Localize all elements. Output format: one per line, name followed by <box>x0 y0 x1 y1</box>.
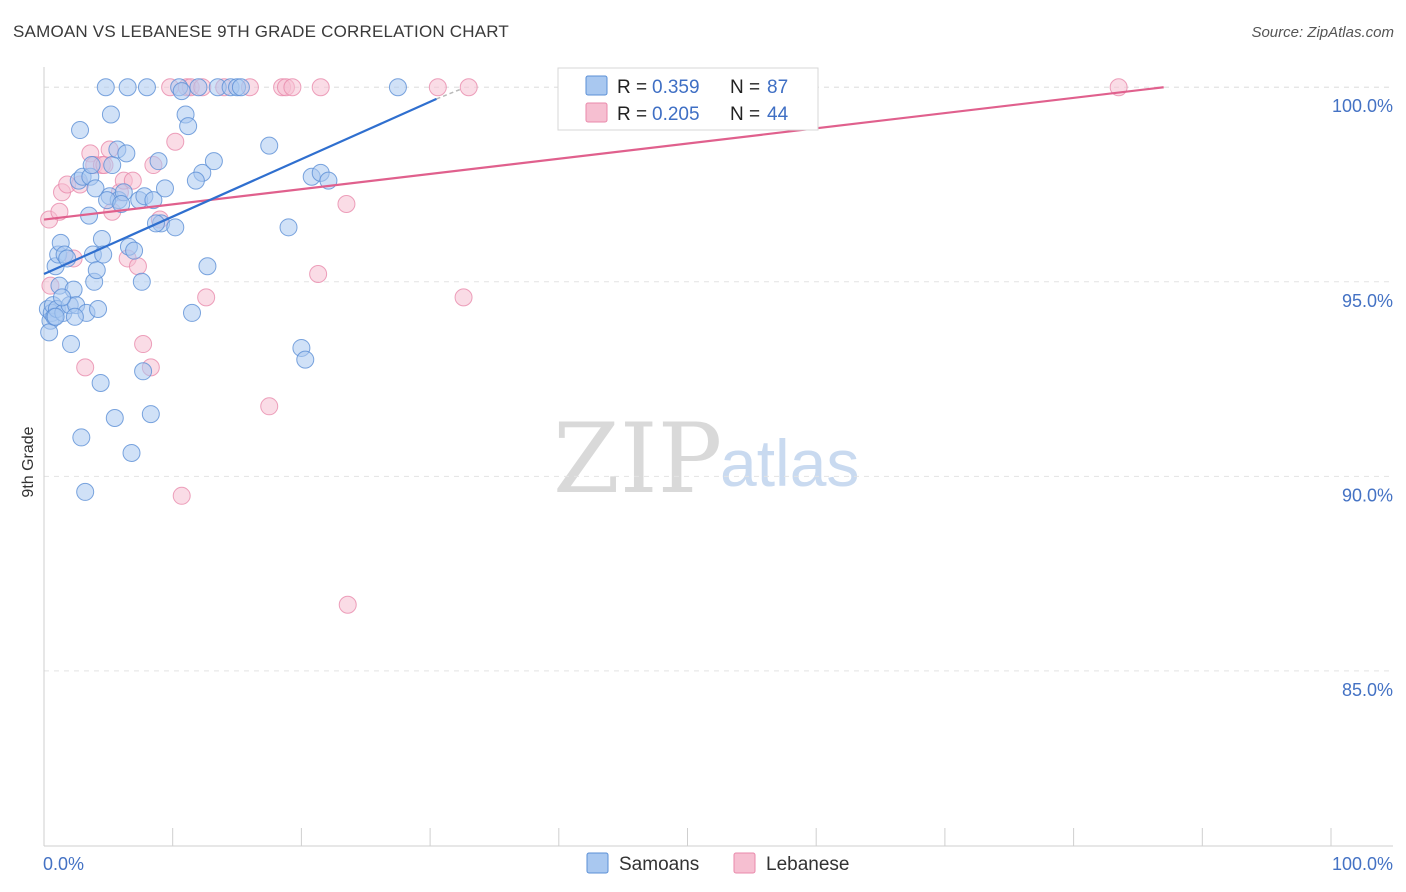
samoans-n-label: N = <box>730 77 760 98</box>
samoans-point <box>101 105 120 124</box>
samoans-point <box>76 482 95 501</box>
lebanese-n-value: 44 <box>767 104 789 125</box>
source-label: Source: ZipAtlas.com <box>1251 24 1394 41</box>
samoans-point <box>46 307 65 326</box>
y-tick-label: 95.0% <box>1342 291 1393 311</box>
samoans-point <box>96 78 115 97</box>
samoans-point <box>144 191 163 210</box>
samoans-point <box>189 78 208 97</box>
lebanese-point <box>166 132 185 151</box>
lebanese-legend-swatch <box>585 102 608 123</box>
y-tick-label: 100.0% <box>1332 96 1393 116</box>
samoans-point <box>137 78 156 97</box>
lebanese-point <box>50 202 69 221</box>
lebanese-trend-line <box>43 86 1164 221</box>
samoans-n-value: 87 <box>767 77 788 98</box>
samoans-trend-extension <box>436 88 462 100</box>
lebanese-point <box>338 595 357 614</box>
samoans-point <box>186 171 205 190</box>
samoans-r-value: 0.359 <box>652 77 700 98</box>
samoans-point <box>112 194 131 213</box>
samoans-point <box>149 152 168 171</box>
samoans-series-label: Samoans <box>619 854 699 875</box>
chart-title: SAMOAN VS LEBANESE 9TH GRADE CORRELATION… <box>13 22 510 41</box>
watermark-zip: ZIP <box>553 403 722 515</box>
samoans-point <box>155 179 174 198</box>
samoans-point <box>132 272 151 291</box>
samoans-series-swatch <box>586 852 609 874</box>
samoans-trend-line <box>43 97 437 276</box>
samoans-point <box>198 257 217 276</box>
watermark-atlas: atlas <box>720 426 859 500</box>
lebanese-point <box>134 335 153 354</box>
lebanese-point <box>197 288 216 307</box>
samoans-points <box>38 78 407 501</box>
samoans-point <box>183 303 202 322</box>
y-tick-label: 85.0% <box>1342 680 1393 700</box>
lebanese-point <box>309 265 328 284</box>
stats-legend: R = 0.359 N = 87 R = 0.205 N = 44 <box>557 67 819 131</box>
samoans-point <box>91 373 110 392</box>
samoans-point <box>71 121 90 140</box>
samoans-point <box>82 156 101 175</box>
x-tick-label-max: 100.0% <box>1332 854 1393 874</box>
samoans-point <box>62 335 81 354</box>
samoans-point <box>179 117 198 136</box>
samoans-point <box>134 362 153 381</box>
samoans-point <box>172 82 191 101</box>
samoans-point <box>204 152 223 171</box>
samoans-r-label: R = <box>617 77 647 98</box>
samoans-point <box>118 78 137 97</box>
x-tick-label-min: 0.0% <box>43 854 84 874</box>
samoans-point <box>388 78 407 97</box>
lebanese-series-swatch <box>733 852 756 874</box>
axes <box>43 67 1393 847</box>
y-axis-label: 9th Grade <box>20 426 37 497</box>
samoans-point <box>105 408 124 427</box>
samoans-point <box>89 300 108 319</box>
lebanese-point <box>454 288 473 307</box>
samoans-point <box>166 218 185 237</box>
samoans-point <box>125 241 144 260</box>
samoans-point <box>103 156 122 175</box>
lebanese-point <box>311 78 330 97</box>
lebanese-point <box>172 486 191 505</box>
samoans-point <box>53 288 72 307</box>
lebanese-point <box>459 78 478 97</box>
y-tick-labels: 85.0% 90.0% 95.0% 100.0% <box>1332 96 1393 700</box>
lebanese-point <box>128 257 147 276</box>
lebanese-points <box>40 78 1128 614</box>
samoans-point <box>87 261 106 280</box>
samoans-point <box>260 136 279 155</box>
series-legend: Samoans Lebanese <box>586 852 849 875</box>
lebanese-n-label: N = <box>730 104 760 125</box>
samoans-point <box>296 350 315 369</box>
samoans-point <box>86 179 105 198</box>
lebanese-r-value: 0.205 <box>652 104 700 125</box>
lebanese-r-label: R = <box>617 104 647 125</box>
lebanese-point <box>76 358 95 377</box>
samoans-point <box>231 78 250 97</box>
lebanese-point <box>337 194 356 213</box>
grid <box>44 86 1391 672</box>
lebanese-point <box>260 397 279 416</box>
samoans-point <box>122 444 141 462</box>
lebanese-point <box>283 78 302 97</box>
trend-lines <box>43 86 1164 276</box>
y-tick-label: 90.0% <box>1342 485 1393 505</box>
samoans-point <box>72 428 91 447</box>
samoans-point <box>65 307 84 326</box>
lebanese-point <box>428 78 447 97</box>
samoans-point <box>40 323 59 342</box>
lebanese-series-label: Lebanese <box>766 854 849 875</box>
samoans-point <box>117 144 136 163</box>
samoans-point <box>279 218 298 237</box>
samoans-point <box>141 405 160 424</box>
samoans-legend-swatch <box>585 75 608 96</box>
